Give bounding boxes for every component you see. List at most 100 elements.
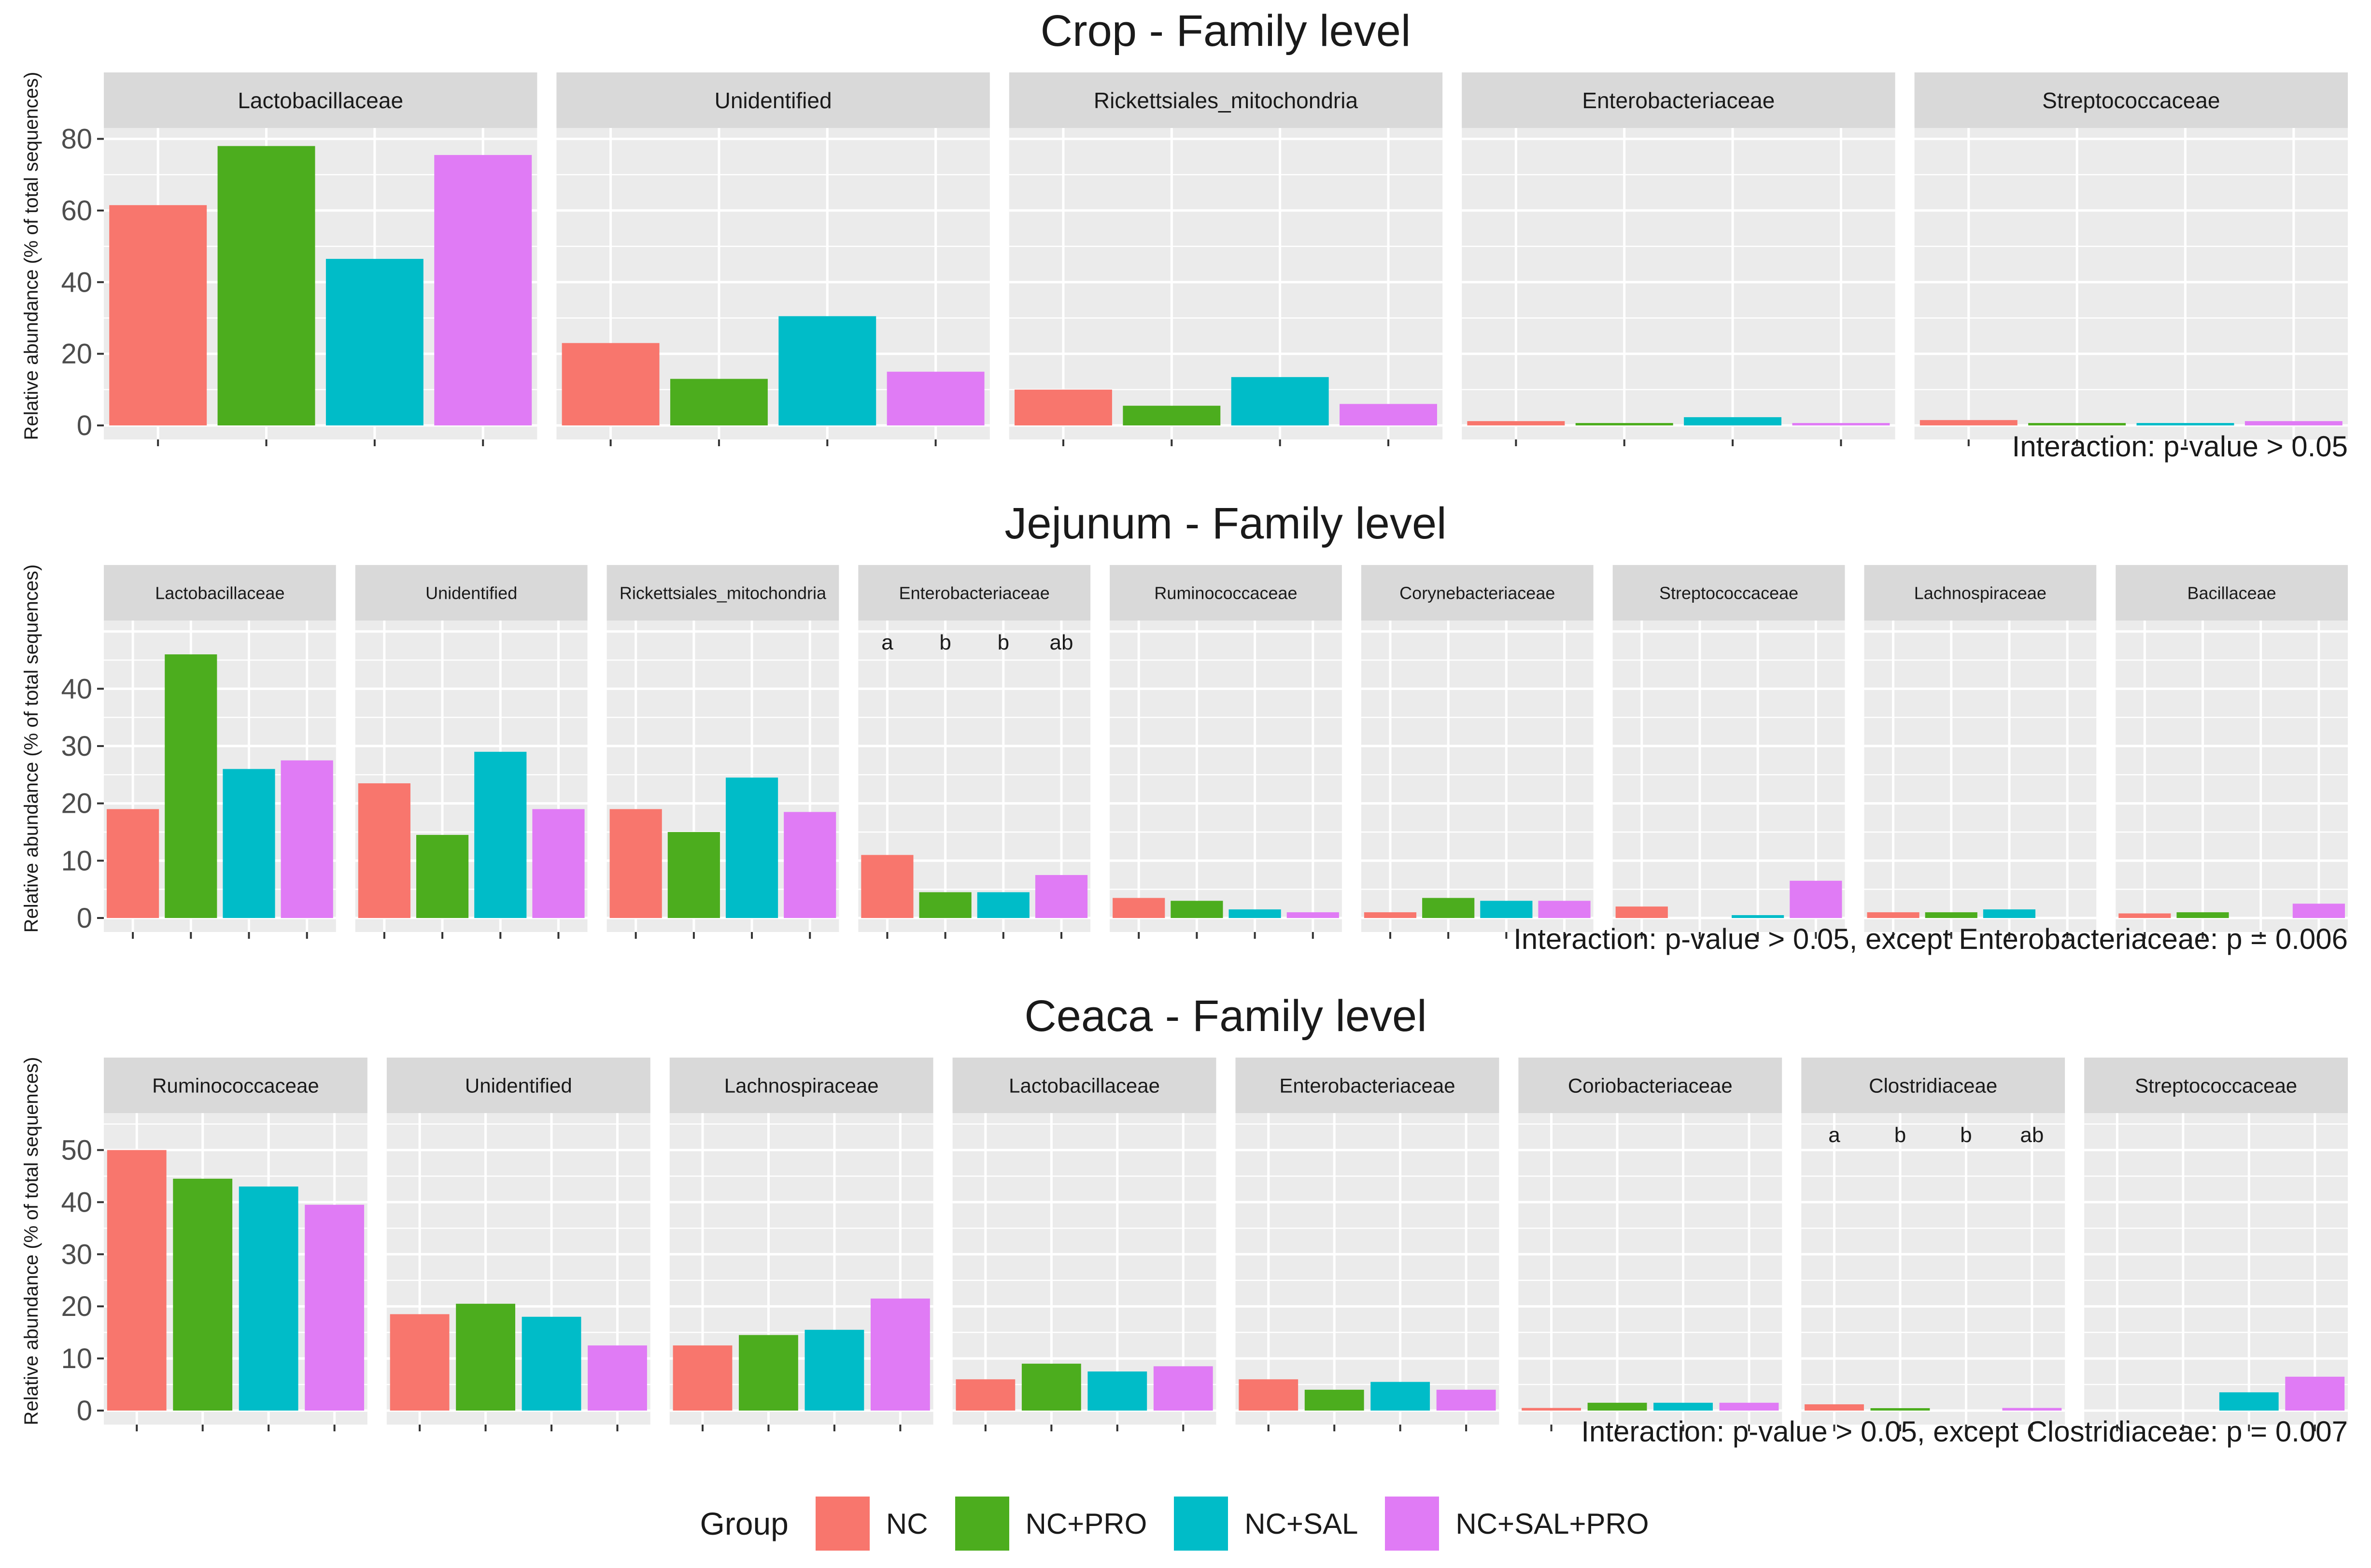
bar-streptococcaceae-nc-sal-pro bbox=[1790, 880, 1842, 918]
y-tick-label: 40 bbox=[61, 673, 92, 705]
bar-enterobacteriaceae-nc-pro bbox=[919, 892, 972, 918]
bar-bacillaceae-nc bbox=[2118, 913, 2171, 918]
bar-coriobacteriaceae-nc-pro bbox=[1587, 1402, 1647, 1411]
legend-label-nc-pro: NC+PRO bbox=[1025, 1507, 1147, 1540]
bar-enterobacteriaceae-nc-sal bbox=[1684, 417, 1782, 425]
bar-unidentified-nc bbox=[390, 1314, 450, 1411]
y-tick-label: 40 bbox=[61, 267, 92, 298]
bar-unidentified-nc-sal-pro bbox=[532, 809, 585, 918]
facet-strip bbox=[1462, 72, 1895, 128]
bar-lactobacillaceae-nc-pro bbox=[217, 146, 315, 425]
bar-lachnospiraceae-nc bbox=[673, 1345, 733, 1411]
bar-enterobacteriaceae-nc bbox=[861, 855, 914, 918]
facet-panel bbox=[1110, 621, 1342, 932]
facet-strip-label: Coriobacteriaceae bbox=[1568, 1074, 1733, 1097]
bar-ruminococcaceae-nc-sal-pro bbox=[1286, 912, 1339, 918]
y-tick-label: 60 bbox=[61, 195, 92, 226]
bar-unidentified-nc-sal-pro bbox=[588, 1345, 647, 1411]
facet-strip bbox=[669, 1058, 933, 1113]
facet-strip bbox=[2116, 565, 2348, 621]
significance-letter: ab bbox=[1050, 631, 1073, 654]
bar-corynebacteriaceae-nc bbox=[1364, 912, 1417, 918]
legend-label-nc-sal-pro: NC+SAL+PRO bbox=[1455, 1507, 1649, 1540]
facet-strip bbox=[2084, 1058, 2348, 1113]
bar-coriobacteriaceae-nc bbox=[1522, 1408, 1581, 1411]
legend-key-nc-sal bbox=[1174, 1497, 1228, 1551]
facet-lachnospiraceae: Lachnospiraceae bbox=[669, 1058, 933, 1431]
bar-enterobacteriaceae-nc bbox=[1239, 1379, 1298, 1411]
y-tick-label: 0 bbox=[77, 903, 92, 934]
facet-panel bbox=[1518, 1113, 1782, 1425]
facet-strip-label: Streptococcaceae bbox=[1659, 583, 1798, 603]
y-tick-label: 20 bbox=[61, 788, 92, 819]
bar-lachnospiraceae-nc-pro bbox=[1925, 912, 1977, 918]
bar-clostridiaceae-nc bbox=[1805, 1404, 1864, 1411]
facet-strip bbox=[556, 72, 990, 128]
bar-lactobacillaceae-nc bbox=[109, 205, 207, 425]
bar-streptococcaceae-nc-pro bbox=[2028, 423, 2126, 425]
facet-strip-label: Lactobacillaceae bbox=[155, 583, 284, 603]
facet-ruminococcaceae: Ruminococcaceae bbox=[1110, 565, 1342, 939]
facet-panel bbox=[2116, 621, 2348, 932]
facet-strip-label: Enterobacteriaceae bbox=[1279, 1074, 1455, 1097]
chart-title: Ceaca - Family level bbox=[1024, 991, 1426, 1041]
facet-enterobacteriaceae: Enterobacteriaceae bbox=[1235, 1058, 1499, 1431]
bar-streptococcaceae-nc-sal bbox=[2219, 1392, 2279, 1411]
bar-ruminococcaceae-nc-sal bbox=[1228, 909, 1281, 918]
bar-rickettsiales-mitochondria-nc-sal-pro bbox=[1340, 404, 1437, 425]
facet-strip bbox=[104, 565, 336, 621]
bar-enterobacteriaceae-nc-sal-pro bbox=[1792, 423, 1890, 425]
y-tick-label: 0 bbox=[77, 410, 92, 441]
facet-strip bbox=[1801, 1058, 2065, 1113]
facet-coriobacteriaceae: Coriobacteriaceae bbox=[1518, 1058, 1782, 1431]
legend-key-nc-pro bbox=[955, 1497, 1009, 1551]
y-tick-label: 20 bbox=[61, 1291, 92, 1322]
bar-coriobacteriaceae-nc-sal-pro bbox=[1719, 1402, 1779, 1411]
bar-clostridiaceae-nc-sal-pro bbox=[2002, 1408, 2062, 1411]
bar-unidentified-nc bbox=[358, 783, 410, 918]
y-axis-label: Relative abundance (% of total sequences… bbox=[21, 1057, 42, 1426]
facet-rickettsiales-mitochondria: Rickettsiales_mitochondria bbox=[607, 565, 839, 939]
facet-strip-label: Streptococcaceae bbox=[2135, 1074, 2297, 1097]
facet-panel bbox=[1462, 128, 1895, 439]
bar-lachnospiraceae-nc bbox=[1867, 912, 1919, 918]
facet-strip-label: Clostridiaceae bbox=[1869, 1074, 1997, 1097]
legend: Group NC NC+PRO NC+SAL NC+SAL+PRO bbox=[0, 1487, 2371, 1560]
bar-lachnospiraceae-nc-pro bbox=[739, 1335, 798, 1411]
facet-strip bbox=[1235, 1058, 1499, 1113]
facet-strip bbox=[1518, 1058, 1782, 1113]
facet-strip-label: Unidentified bbox=[465, 1074, 572, 1097]
bar-corynebacteriaceae-nc-sal bbox=[1480, 901, 1533, 918]
y-tick-label: 40 bbox=[61, 1187, 92, 1218]
facet-strip bbox=[858, 565, 1091, 621]
bar-rickettsiales-mitochondria-nc bbox=[609, 809, 662, 918]
bar-lactobacillaceae-nc-sal-pro bbox=[1153, 1366, 1213, 1411]
facet-streptococcaceae: Streptococcaceae bbox=[2084, 1058, 2348, 1431]
facet-corynebacteriaceae: Corynebacteriaceae bbox=[1361, 565, 1594, 939]
facet-panel bbox=[1864, 621, 2097, 932]
facet-lactobacillaceae: Lactobacillaceae bbox=[104, 565, 336, 939]
bar-enterobacteriaceae-nc-pro bbox=[1575, 423, 1673, 425]
facet-strip-label: Lactobacillaceae bbox=[238, 88, 403, 113]
facet-enterobacteriaceae: Enterobacteriaceae bbox=[1462, 72, 1895, 446]
y-tick-label: 30 bbox=[61, 1239, 92, 1270]
y-tick-label: 20 bbox=[61, 339, 92, 370]
legend-key-nc bbox=[815, 1497, 870, 1551]
facet-streptococcaceae: Streptococcaceae bbox=[1914, 72, 2348, 446]
y-tick-label: 30 bbox=[61, 731, 92, 762]
facet-panel bbox=[2084, 1113, 2348, 1425]
bar-unidentified-nc-sal bbox=[474, 751, 527, 918]
bar-streptococcaceae-nc-sal bbox=[1732, 915, 1784, 918]
bar-rickettsiales-mitochondria-nc-sal-pro bbox=[784, 812, 836, 918]
significance-letter: a bbox=[881, 631, 893, 654]
facet-panel bbox=[1914, 128, 2348, 439]
facet-strip-label: Corynebacteriaceae bbox=[1399, 583, 1555, 603]
bar-bacillaceae-nc-sal-pro bbox=[2292, 904, 2345, 918]
faceted-bar-figure: Crop - Family level Relative abundance (%… bbox=[21, 6, 2348, 1448]
bar-corynebacteriaceae-nc-sal-pro bbox=[1538, 901, 1591, 918]
significance-letter: b bbox=[1960, 1123, 1972, 1147]
facet-strip bbox=[1612, 565, 1845, 621]
facet-strip bbox=[104, 1058, 367, 1113]
facet-strip-label: Ruminococcaceae bbox=[152, 1074, 319, 1097]
facet-lactobacillaceae: Lactobacillaceae bbox=[104, 72, 537, 446]
